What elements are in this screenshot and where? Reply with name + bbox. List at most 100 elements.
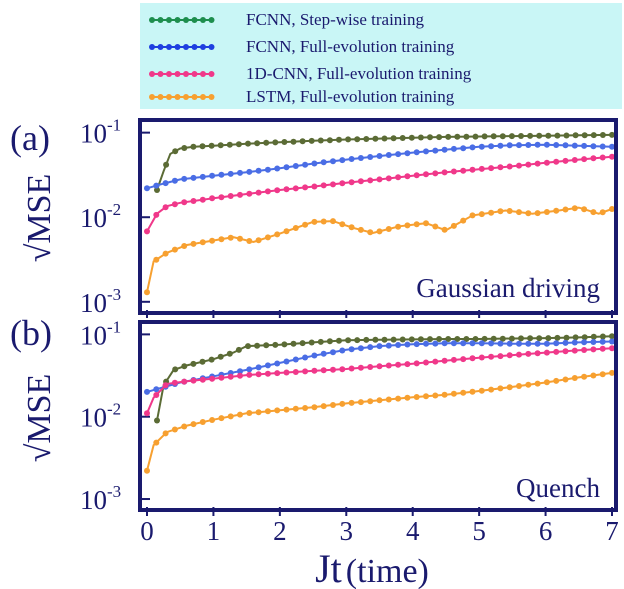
- data-point: [413, 394, 420, 400]
- legend-marker: [191, 71, 198, 77]
- data-point: [339, 366, 346, 373]
- data-point: [404, 394, 411, 401]
- data-point: [171, 177, 178, 184]
- data-point: [553, 207, 560, 214]
- data-point: [562, 157, 569, 164]
- data-point: [190, 240, 197, 247]
- data-point: [376, 397, 383, 404]
- legend-item: FCNN, Step-wise training: [149, 10, 425, 29]
- x-tick-label: 5: [472, 516, 486, 546]
- legend-label: FCNN, Step-wise training: [246, 10, 425, 29]
- data-point: [246, 190, 253, 197]
- data-point: [408, 134, 415, 141]
- data-point: [330, 366, 336, 373]
- legend-marker: [183, 17, 189, 23]
- data-point: [469, 340, 476, 347]
- data-point: [339, 157, 346, 164]
- data-point: [283, 369, 290, 376]
- data-point: [162, 382, 169, 389]
- panel-a-label: (a): [10, 118, 50, 158]
- data-point: [609, 333, 615, 340]
- data-point: [516, 383, 522, 389]
- data-point: [545, 335, 552, 342]
- data-point: [527, 132, 534, 139]
- data-point: [445, 133, 452, 140]
- data-point: [599, 143, 606, 150]
- data-point: [581, 334, 588, 341]
- data-point: [227, 413, 234, 420]
- data-point: [497, 340, 504, 347]
- y-tick-label: 10-3: [80, 482, 121, 515]
- data-point: [460, 167, 467, 174]
- data-point: [367, 229, 374, 236]
- data-point: [423, 340, 429, 347]
- data-point: [348, 224, 355, 231]
- data-point: [536, 132, 543, 139]
- data-point: [302, 368, 309, 375]
- series-line: [146, 155, 613, 232]
- legend-marker: [191, 94, 198, 100]
- data-point: [599, 345, 606, 352]
- data-point: [190, 143, 197, 150]
- data-point: [363, 136, 370, 142]
- data-point: [255, 237, 262, 244]
- data-point: [508, 133, 515, 140]
- series-0: [154, 131, 615, 193]
- data-point: [472, 133, 479, 140]
- data-point: [237, 191, 243, 198]
- data-point: [274, 407, 281, 414]
- data-point: [571, 339, 578, 346]
- data-point: [553, 377, 560, 384]
- legend-marker: [183, 94, 189, 100]
- data-point: [348, 156, 355, 162]
- data-point: [292, 225, 299, 231]
- data-point: [534, 160, 541, 167]
- data-point: [357, 364, 364, 371]
- legend-marker: [208, 17, 215, 23]
- panel-b-label: (b): [10, 313, 52, 353]
- data-point: [237, 169, 243, 176]
- data-point: [385, 362, 392, 369]
- data-point: [181, 175, 188, 182]
- data-point: [390, 336, 397, 343]
- series-1: [144, 141, 615, 192]
- y-tick-label: 10-1: [80, 317, 121, 350]
- data-point: [283, 228, 290, 235]
- data-point: [450, 390, 457, 397]
- y-tick-exponent: -1: [107, 116, 121, 135]
- data-point: [227, 234, 234, 241]
- data-point: [326, 338, 333, 345]
- data-point: [499, 133, 506, 140]
- data-point: [144, 410, 150, 417]
- data-point: [255, 364, 262, 371]
- data-point: [311, 367, 318, 374]
- data-point: [571, 142, 578, 149]
- legend-marker: [157, 94, 164, 100]
- data-point: [320, 403, 327, 410]
- data-point: [478, 165, 485, 172]
- data-point: [490, 133, 497, 140]
- data-point: [506, 142, 513, 149]
- y-tick-label: 10-1: [80, 116, 121, 149]
- x-tick-label: 7: [605, 516, 619, 546]
- legend-marker: [166, 71, 172, 77]
- y-tick-exponent: -3: [107, 482, 121, 501]
- data-point: [432, 170, 439, 177]
- data-point: [395, 395, 402, 402]
- data-point: [590, 155, 597, 162]
- data-point: [599, 132, 606, 138]
- data-point: [427, 336, 433, 343]
- data-point: [590, 346, 597, 353]
- data-point: [413, 360, 420, 367]
- data-point: [571, 205, 578, 212]
- legend-marker: [183, 44, 189, 50]
- data-point: [536, 335, 543, 342]
- data-point: [381, 135, 388, 142]
- data-point: [404, 173, 411, 180]
- data-point: [413, 341, 420, 348]
- data-point: [181, 378, 188, 385]
- data-point: [599, 338, 606, 345]
- data-point: [497, 353, 504, 360]
- data-point: [181, 243, 188, 249]
- data-point: [162, 180, 169, 187]
